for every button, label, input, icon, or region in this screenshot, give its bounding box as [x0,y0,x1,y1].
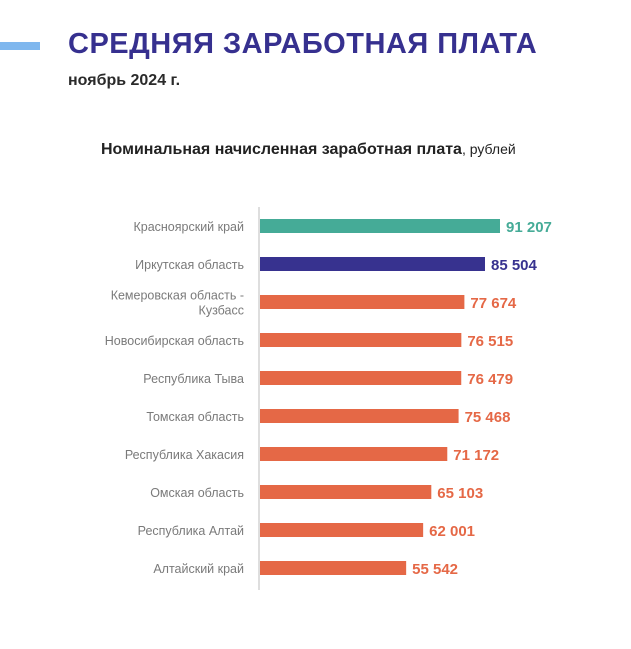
data-label: 71 172 [453,447,499,464]
bar [260,219,500,233]
bar [260,561,407,575]
category-label: Красноярский край [133,220,244,234]
page-subtitle: ноябрь 2024 г. [68,72,181,89]
category-label: Алтайский край [153,562,244,576]
category-label: Республика Алтай [138,524,244,538]
bar [260,485,432,499]
category-label: Республика Тыва [143,372,244,386]
data-label: 76 479 [467,371,513,388]
category-label: Республика Хакасия [125,448,244,462]
decorative-stripe [0,42,40,50]
bar [260,257,485,271]
bar [260,447,448,461]
data-label: 75 468 [465,409,511,426]
category-label: Иркутская область [135,258,244,272]
category-label: Кузбасс [199,304,244,318]
bar [260,333,462,347]
category-label: Новосибирская область [105,334,244,348]
bar [260,409,459,423]
data-label: 91 207 [506,219,552,236]
page-title: СРЕДНЯЯ ЗАРАБОТНАЯ ПЛАТА [68,28,538,60]
chart-title-unit: , рублей [461,141,516,157]
data-label: 65 103 [437,485,483,502]
chart-title: Номинальная начисленная заработная плата… [101,138,516,161]
category-label: Томская область [146,410,244,424]
data-label: 85 504 [491,257,538,274]
data-label: 77 674 [470,295,517,312]
category-label: Кемеровская область - [111,289,244,303]
data-label: 76 515 [467,333,513,350]
bar [260,371,462,385]
data-label: 62 001 [429,523,475,540]
category-label: Омская область [150,486,244,500]
chart-title-main: Номинальная начисленная заработная плата [101,141,462,158]
bar [260,295,465,309]
bar [260,523,424,537]
data-label: 55 542 [412,561,458,578]
